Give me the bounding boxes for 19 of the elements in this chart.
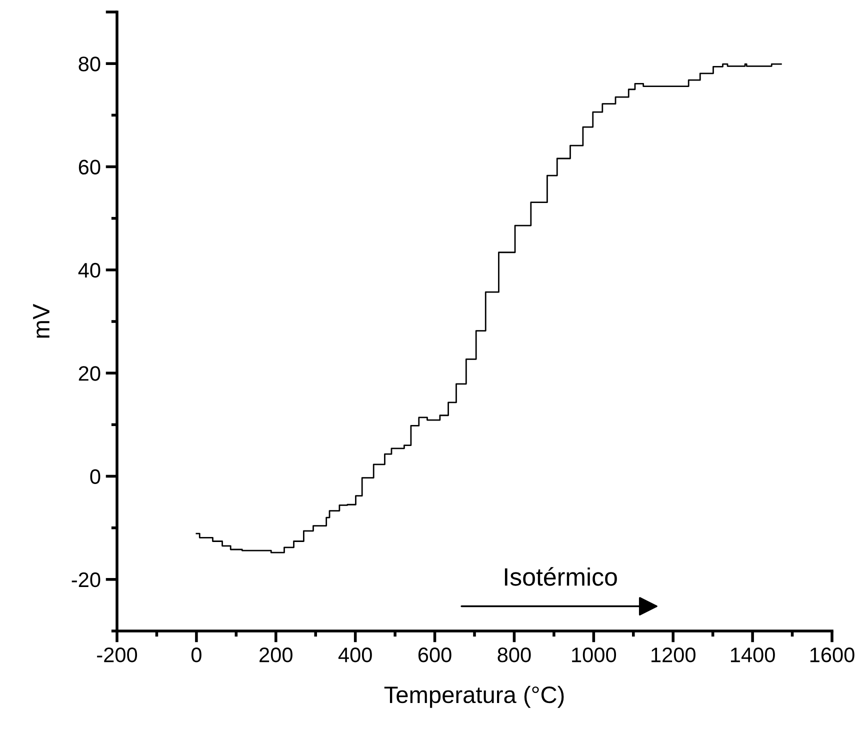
- x-tick-label: 600: [418, 648, 452, 662]
- y-tick-label: -20: [72, 572, 100, 588]
- x-tick-label: 200: [260, 648, 292, 662]
- x-tick-label: 1600: [810, 648, 854, 662]
- x-tick-label: 0: [191, 648, 202, 662]
- x-tick-label: 1000: [572, 648, 616, 662]
- y-tick-label: 40: [78, 262, 100, 278]
- x-tick-label: -200: [97, 648, 138, 662]
- y-tick-label: 20: [78, 366, 100, 381]
- x-tick-label: 1200: [652, 648, 696, 662]
- y-tick-label: 0: [90, 469, 100, 484]
- y-tick-label: 80: [78, 56, 100, 72]
- x-tick-label: 800: [498, 648, 531, 662]
- x-tick-label: 400: [338, 648, 372, 662]
- y-tick-label: 60: [78, 160, 100, 175]
- x-axis-title: Temperatura (°C): [384, 686, 564, 708]
- y-axis-title: mV: [33, 304, 50, 338]
- annotation: Isotérmico: [504, 567, 617, 586]
- x-tick-label: 1400: [730, 648, 775, 662]
